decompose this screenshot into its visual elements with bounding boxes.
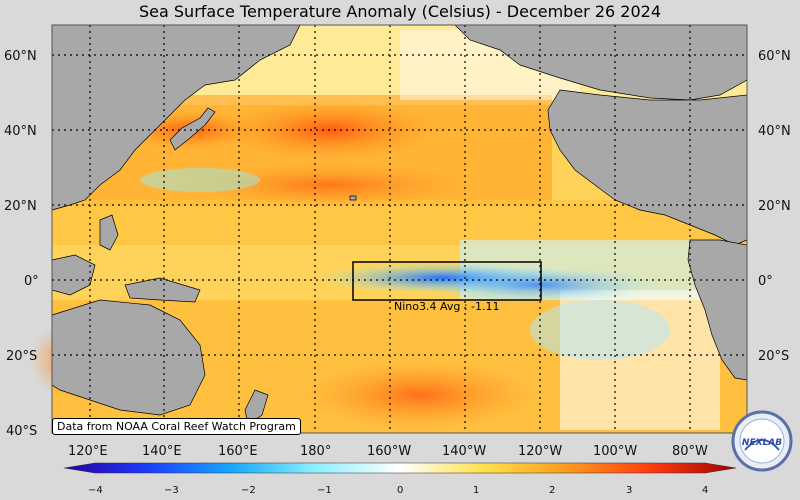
colorbar-tick: −4 [88, 485, 103, 496]
colorbar-tick: 2 [549, 485, 555, 496]
lon-label: 180° [300, 444, 331, 459]
lat-label: 60°N [758, 49, 791, 64]
lon-label: 100°W [593, 444, 637, 459]
colorbar: −4 −3 −2 −1 0 1 2 3 4 [63, 462, 737, 496]
lat-label: 20°S [758, 349, 789, 364]
lat-label: 40°N [758, 124, 791, 139]
lon-label: 120°W [518, 444, 562, 459]
map-frame [51, 24, 748, 434]
colorbar-ramp [63, 462, 737, 474]
colorbar-tick: −3 [164, 485, 179, 496]
lat-labels-right: 60°N 40°N 20°N 0° 20°S [758, 49, 791, 364]
data-source-note: Data from NOAA Coral Reef Watch Program [52, 418, 301, 435]
land-hawaii [349, 195, 357, 201]
land-asia [51, 24, 301, 211]
lon-label: 160°W [367, 444, 411, 459]
land-new-guinea [124, 277, 201, 303]
lon-label: 140°W [442, 444, 486, 459]
lon-label: 120°E [68, 444, 108, 459]
lon-labels: 120°E 140°E 160°E 180° 160°W 140°W 120°W… [68, 444, 708, 459]
nino34-average-label: Nino3.4 Avg : -1.11 [394, 300, 500, 313]
colorbar-tick: 3 [626, 485, 632, 496]
logo-text: NEXLAB [742, 438, 782, 448]
colorbar-tick: −1 [317, 485, 332, 496]
lat-label: 20°N [758, 199, 791, 214]
colorbar-tick: −2 [241, 485, 256, 496]
lat-label: 20°N [4, 199, 37, 214]
land-philippines [99, 214, 119, 251]
nino34-box [352, 261, 542, 301]
land-south-america [687, 239, 748, 381]
lat-label: 60°N [4, 49, 37, 64]
colorbar-tick: 1 [473, 485, 479, 496]
lat-label: 0° [758, 274, 773, 289]
lat-label: 20°S [6, 349, 37, 364]
nexlab-logo: NEXLAB [731, 410, 793, 472]
lon-label: 80°W [672, 444, 708, 459]
land-north-america [547, 89, 748, 246]
land-japan [169, 107, 216, 151]
map-title: Sea Surface Temperature Anomaly (Celsius… [139, 2, 661, 21]
lat-labels-left: 60°N 40°N 20°N 0° 20°S 40°S [4, 49, 39, 439]
lat-label: 40°S [6, 424, 37, 439]
colorbar-tick: 0 [397, 485, 403, 496]
colorbar-tick: 4 [702, 485, 708, 496]
lat-label: 0° [24, 274, 39, 289]
graticule [52, 25, 747, 433]
lat-label: 40°N [4, 124, 37, 139]
lon-label: 160°E [218, 444, 258, 459]
lon-label: 140°E [142, 444, 182, 459]
